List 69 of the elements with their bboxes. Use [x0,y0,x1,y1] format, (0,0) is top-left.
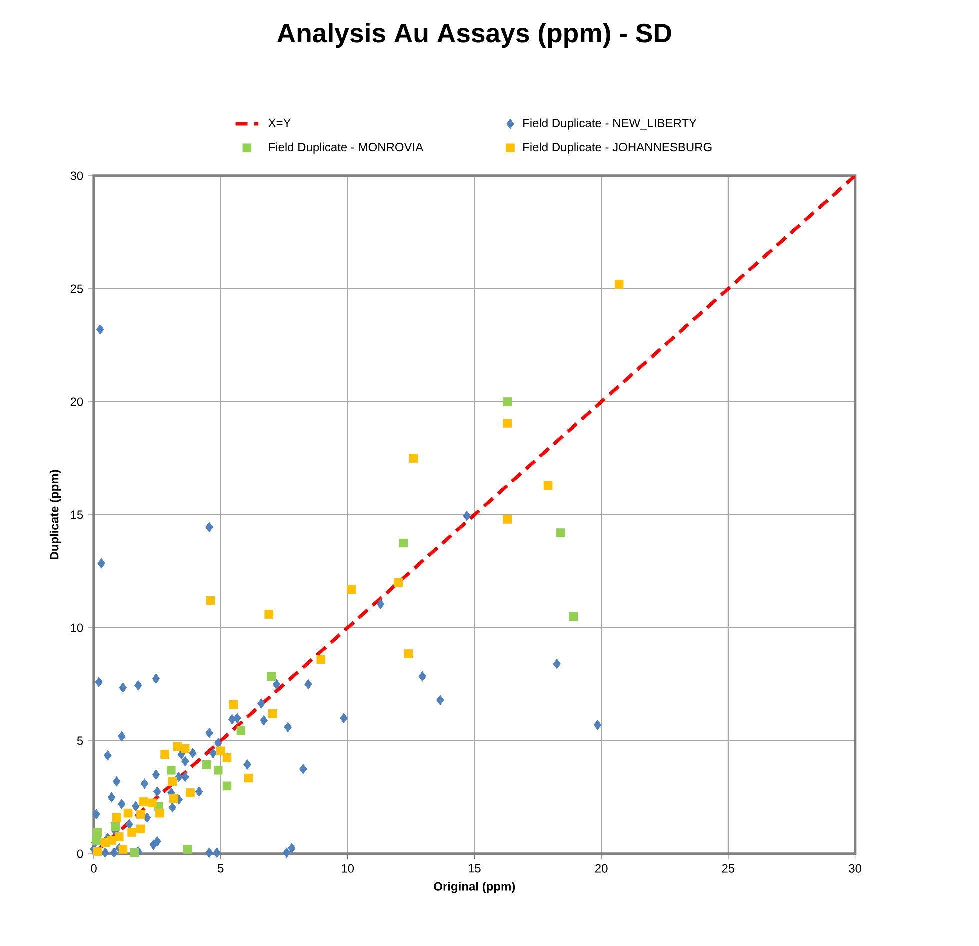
point [267,672,276,681]
point [136,810,146,819]
legend-label: Field Duplicate - NEW_LIBERTY [524,118,697,130]
x-tick-label: 20 [595,864,608,873]
point [222,754,232,762]
point [244,774,254,783]
legend-label: Field Duplicate - JOHANNESBURG [524,142,712,154]
legend-label: X=Y [268,118,292,128]
point [268,709,278,718]
point [409,454,418,463]
point [112,813,122,822]
point [114,832,124,842]
point [130,848,140,858]
legend-label: Field Duplicate - MONROVIA [269,142,424,154]
y-tick-label: 30 [70,172,84,180]
point [173,742,182,752]
point [156,808,164,818]
point [399,538,408,548]
x-tick-label: 0 [91,864,97,873]
chart-title: Analysis Au Assays (ppm) - SD [278,23,672,48]
x-axis-title: Original (ppm) [434,882,516,894]
y-tick-label: 0 [77,850,84,858]
x-tick-label: 30 [849,864,862,873]
point [111,822,120,832]
point [167,766,176,775]
point [107,836,116,845]
point [148,798,157,808]
point [222,782,232,791]
point [544,481,553,490]
point [556,528,566,538]
point [206,596,216,606]
x-tick-label: 5 [218,864,224,873]
x-tick-label: 10 [342,864,354,873]
point [264,610,274,619]
y-tick-label: 10 [71,624,84,632]
point [168,777,178,786]
point [316,655,326,664]
point [347,585,356,594]
point [93,828,102,837]
point [236,726,246,736]
point [92,836,101,845]
point [229,700,238,710]
point [614,280,624,289]
y-tick-label: 20 [70,398,84,406]
point [139,798,148,806]
y-tick-label: 5 [77,736,84,746]
y-tick-label: 15 [71,510,84,520]
x-tick-label: 15 [468,864,481,873]
point [404,650,414,658]
point [184,845,192,854]
x-tick-label: 25 [722,864,735,873]
point [214,766,223,775]
point [503,515,512,524]
point [118,845,128,854]
point [136,824,146,834]
point [569,612,578,622]
point [160,750,170,759]
point [503,398,512,406]
point [202,760,212,770]
point [503,419,512,428]
point [180,744,190,754]
point [128,828,136,837]
y-axis-title: Duplicate (ppm) [50,470,62,560]
point [186,788,195,798]
y-tick-label: 25 [70,284,84,294]
point [394,578,403,588]
point [124,808,133,818]
point [216,746,226,756]
point [93,847,102,856]
